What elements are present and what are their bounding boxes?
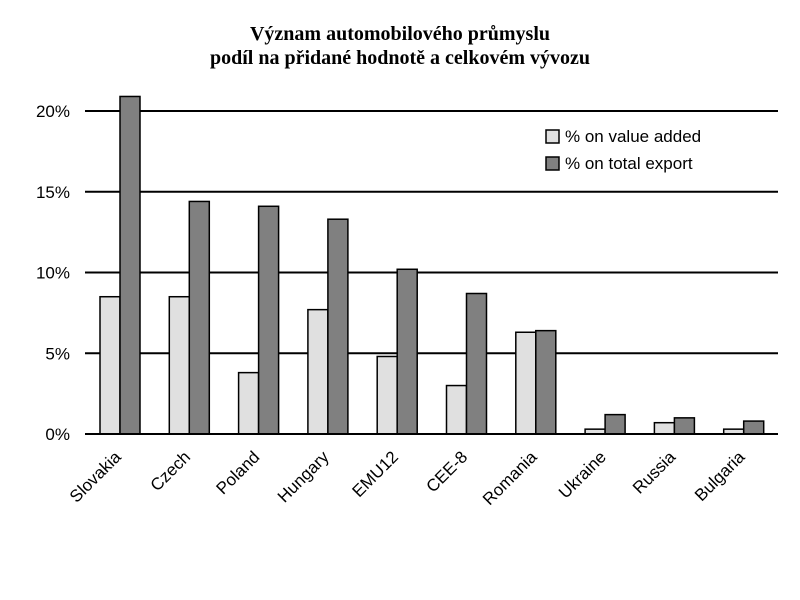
- x-tick-label: Russia: [629, 447, 680, 498]
- bar-value-added: [653, 421, 676, 435]
- bar-total-export: [119, 95, 141, 435]
- bar-total-export: [188, 200, 211, 435]
- x-tick-label: EMU12: [349, 447, 403, 501]
- legend: % on value added % on total export: [545, 127, 701, 173]
- bar-total-export: [327, 218, 349, 435]
- x-tick-label: Czech: [147, 447, 195, 495]
- x-tick-label: Slovakia: [66, 447, 125, 506]
- legend-label: % on total export: [565, 154, 693, 173]
- bar-total-export: [742, 420, 765, 435]
- bar-total-export: [396, 268, 418, 435]
- bar-value-added: [307, 308, 329, 435]
- chart-title-block: Význam automobilového průmyslu podíl na …: [0, 22, 800, 70]
- bar-value-added: [99, 295, 121, 435]
- x-tick-label: Poland: [213, 447, 264, 498]
- bar-value-added: [168, 295, 191, 435]
- bar-total-export: [535, 329, 557, 435]
- bar-total-export: [673, 417, 696, 435]
- bar-total-export: [604, 413, 626, 435]
- bar-total-export: [465, 292, 488, 435]
- y-tick-label: 0%: [45, 425, 70, 444]
- y-tick-label: 20%: [36, 102, 70, 121]
- bars: [99, 95, 765, 435]
- y-tick-label: 15%: [36, 183, 70, 202]
- legend-swatch: [545, 129, 560, 144]
- chart-title: Význam automobilového průmyslu: [249, 23, 551, 45]
- y-tick-label: 5%: [45, 344, 70, 363]
- bar-total-export: [257, 205, 280, 435]
- x-tick-label: Hungary: [274, 447, 333, 506]
- bar-value-added: [515, 331, 537, 435]
- x-tick-label: Romania: [479, 447, 541, 509]
- x-tick-label: Bulgaria: [691, 447, 749, 505]
- bar-value-added: [376, 355, 398, 435]
- y-axis-ticks: 0% 5% 10% 15% 20%: [36, 102, 70, 444]
- bar-value-added: [445, 384, 468, 435]
- y-tick-label: 10%: [36, 264, 70, 283]
- legend-label: % on value added: [565, 127, 701, 146]
- x-tick-label: CEE-8: [422, 447, 471, 496]
- x-axis-ticks: Slovakia Czech Poland Hungary EMU12 CEE-8 Roma…: [66, 447, 749, 509]
- chart-subtitle: podíl na přidané hodnotě a celkovém vývo…: [209, 47, 591, 69]
- x-tick-label: Ukraine: [555, 447, 610, 502]
- bar-value-added: [237, 371, 260, 435]
- legend-swatch: [545, 156, 560, 171]
